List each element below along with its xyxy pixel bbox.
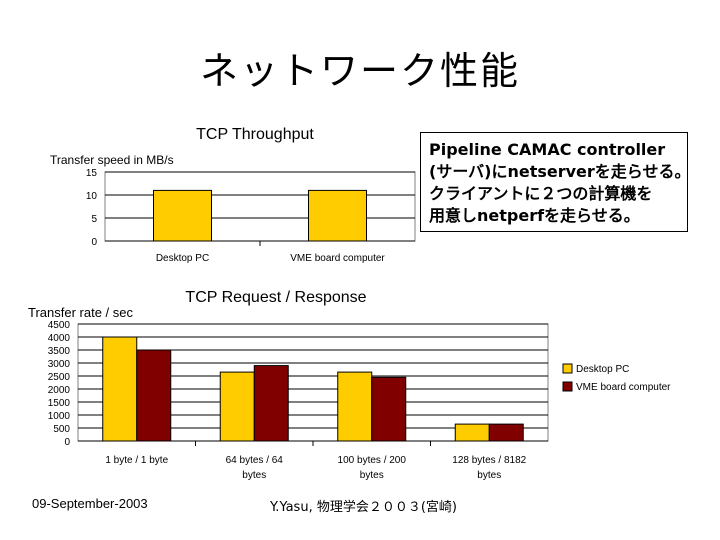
x-tick-label: 100 bytes / 200 <box>338 455 407 466</box>
y-axis-label: Transfer speed in MB/s <box>50 153 174 167</box>
description-line: Pipeline CAMAC controller <box>429 140 666 159</box>
x-tick-label: bytes <box>477 470 501 481</box>
legend-swatch <box>562 381 573 392</box>
legend: Desktop PC VME board computer <box>562 363 671 393</box>
description-line: クライアントに２つの計算機を <box>429 184 653 203</box>
x-tick-label: Desktop PC <box>156 253 209 264</box>
chart-title: TCP Throughput <box>196 126 314 143</box>
x-tick-label: bytes <box>360 470 384 481</box>
description-line: (サーバ)にnetserverを走らせる。 <box>429 162 691 181</box>
legend-swatch <box>562 363 573 374</box>
legend-label: VME board computer <box>576 382 671 393</box>
y-tick-label: 4500 <box>48 320 71 331</box>
y-tick-label: 1000 <box>48 411 71 422</box>
y-tick-label: 10 <box>86 191 98 202</box>
y-tick-label: 2500 <box>48 372 71 383</box>
bar-desktop-pc-0 <box>102 336 138 442</box>
description-box: Pipeline CAMAC controller (サーバ)にnetserve… <box>420 132 691 232</box>
y-tick-label: 2000 <box>48 385 71 396</box>
request-response-chart: TCP Request / Response Transfer rate / s… <box>28 289 671 481</box>
bar-series-0 <box>153 189 212 242</box>
y-axis-label: Transfer rate / sec <box>28 305 133 320</box>
y-tick-label: 500 <box>53 424 70 435</box>
bar-vme-board-computer-1 <box>253 365 289 442</box>
x-tick-label: 64 bytes / 64 <box>226 455 284 466</box>
y-tick-label: 0 <box>64 437 70 448</box>
footer-date: 09-September-2003 <box>32 496 148 511</box>
y-tick-label: 3000 <box>48 359 71 370</box>
y-tick-label: 4000 <box>48 333 71 344</box>
y-tick-label: 0 <box>91 237 97 248</box>
footer-author: Y.Yasu, 物理学会２００３(宮崎) <box>270 500 457 515</box>
y-tick-label: 1500 <box>48 398 71 409</box>
bar-vme-board-computer-3 <box>488 423 524 442</box>
x-tick-label: 1 byte / 1 byte <box>105 455 168 466</box>
y-tick-label: 3500 <box>48 346 71 357</box>
x-tick-label: 128 bytes / 8182 <box>452 455 526 466</box>
description-line: 用意しnetperfを走らせる。 <box>429 206 640 225</box>
throughput-chart: TCP Throughput Transfer speed in MB/s 0 5… <box>50 126 416 264</box>
slide-title: ネットワーク性能 <box>199 49 520 93</box>
y-tick-label: 5 <box>91 214 97 225</box>
bar-series-1 <box>308 189 367 242</box>
x-tick-label: bytes <box>242 470 266 481</box>
y-tick-label: 15 <box>86 168 98 179</box>
chart-title: TCP Request / Response <box>185 289 366 306</box>
bar-desktop-pc-2 <box>337 371 373 442</box>
bar-vme-board-computer-0 <box>136 349 172 442</box>
legend-label: Desktop PC <box>576 364 629 375</box>
x-tick-label: VME board computer <box>290 253 385 264</box>
bar-desktop-pc-1 <box>219 371 255 442</box>
plot-area <box>104 171 416 242</box>
bar-desktop-pc-3 <box>454 423 490 442</box>
bar-vme-board-computer-2 <box>371 376 407 442</box>
